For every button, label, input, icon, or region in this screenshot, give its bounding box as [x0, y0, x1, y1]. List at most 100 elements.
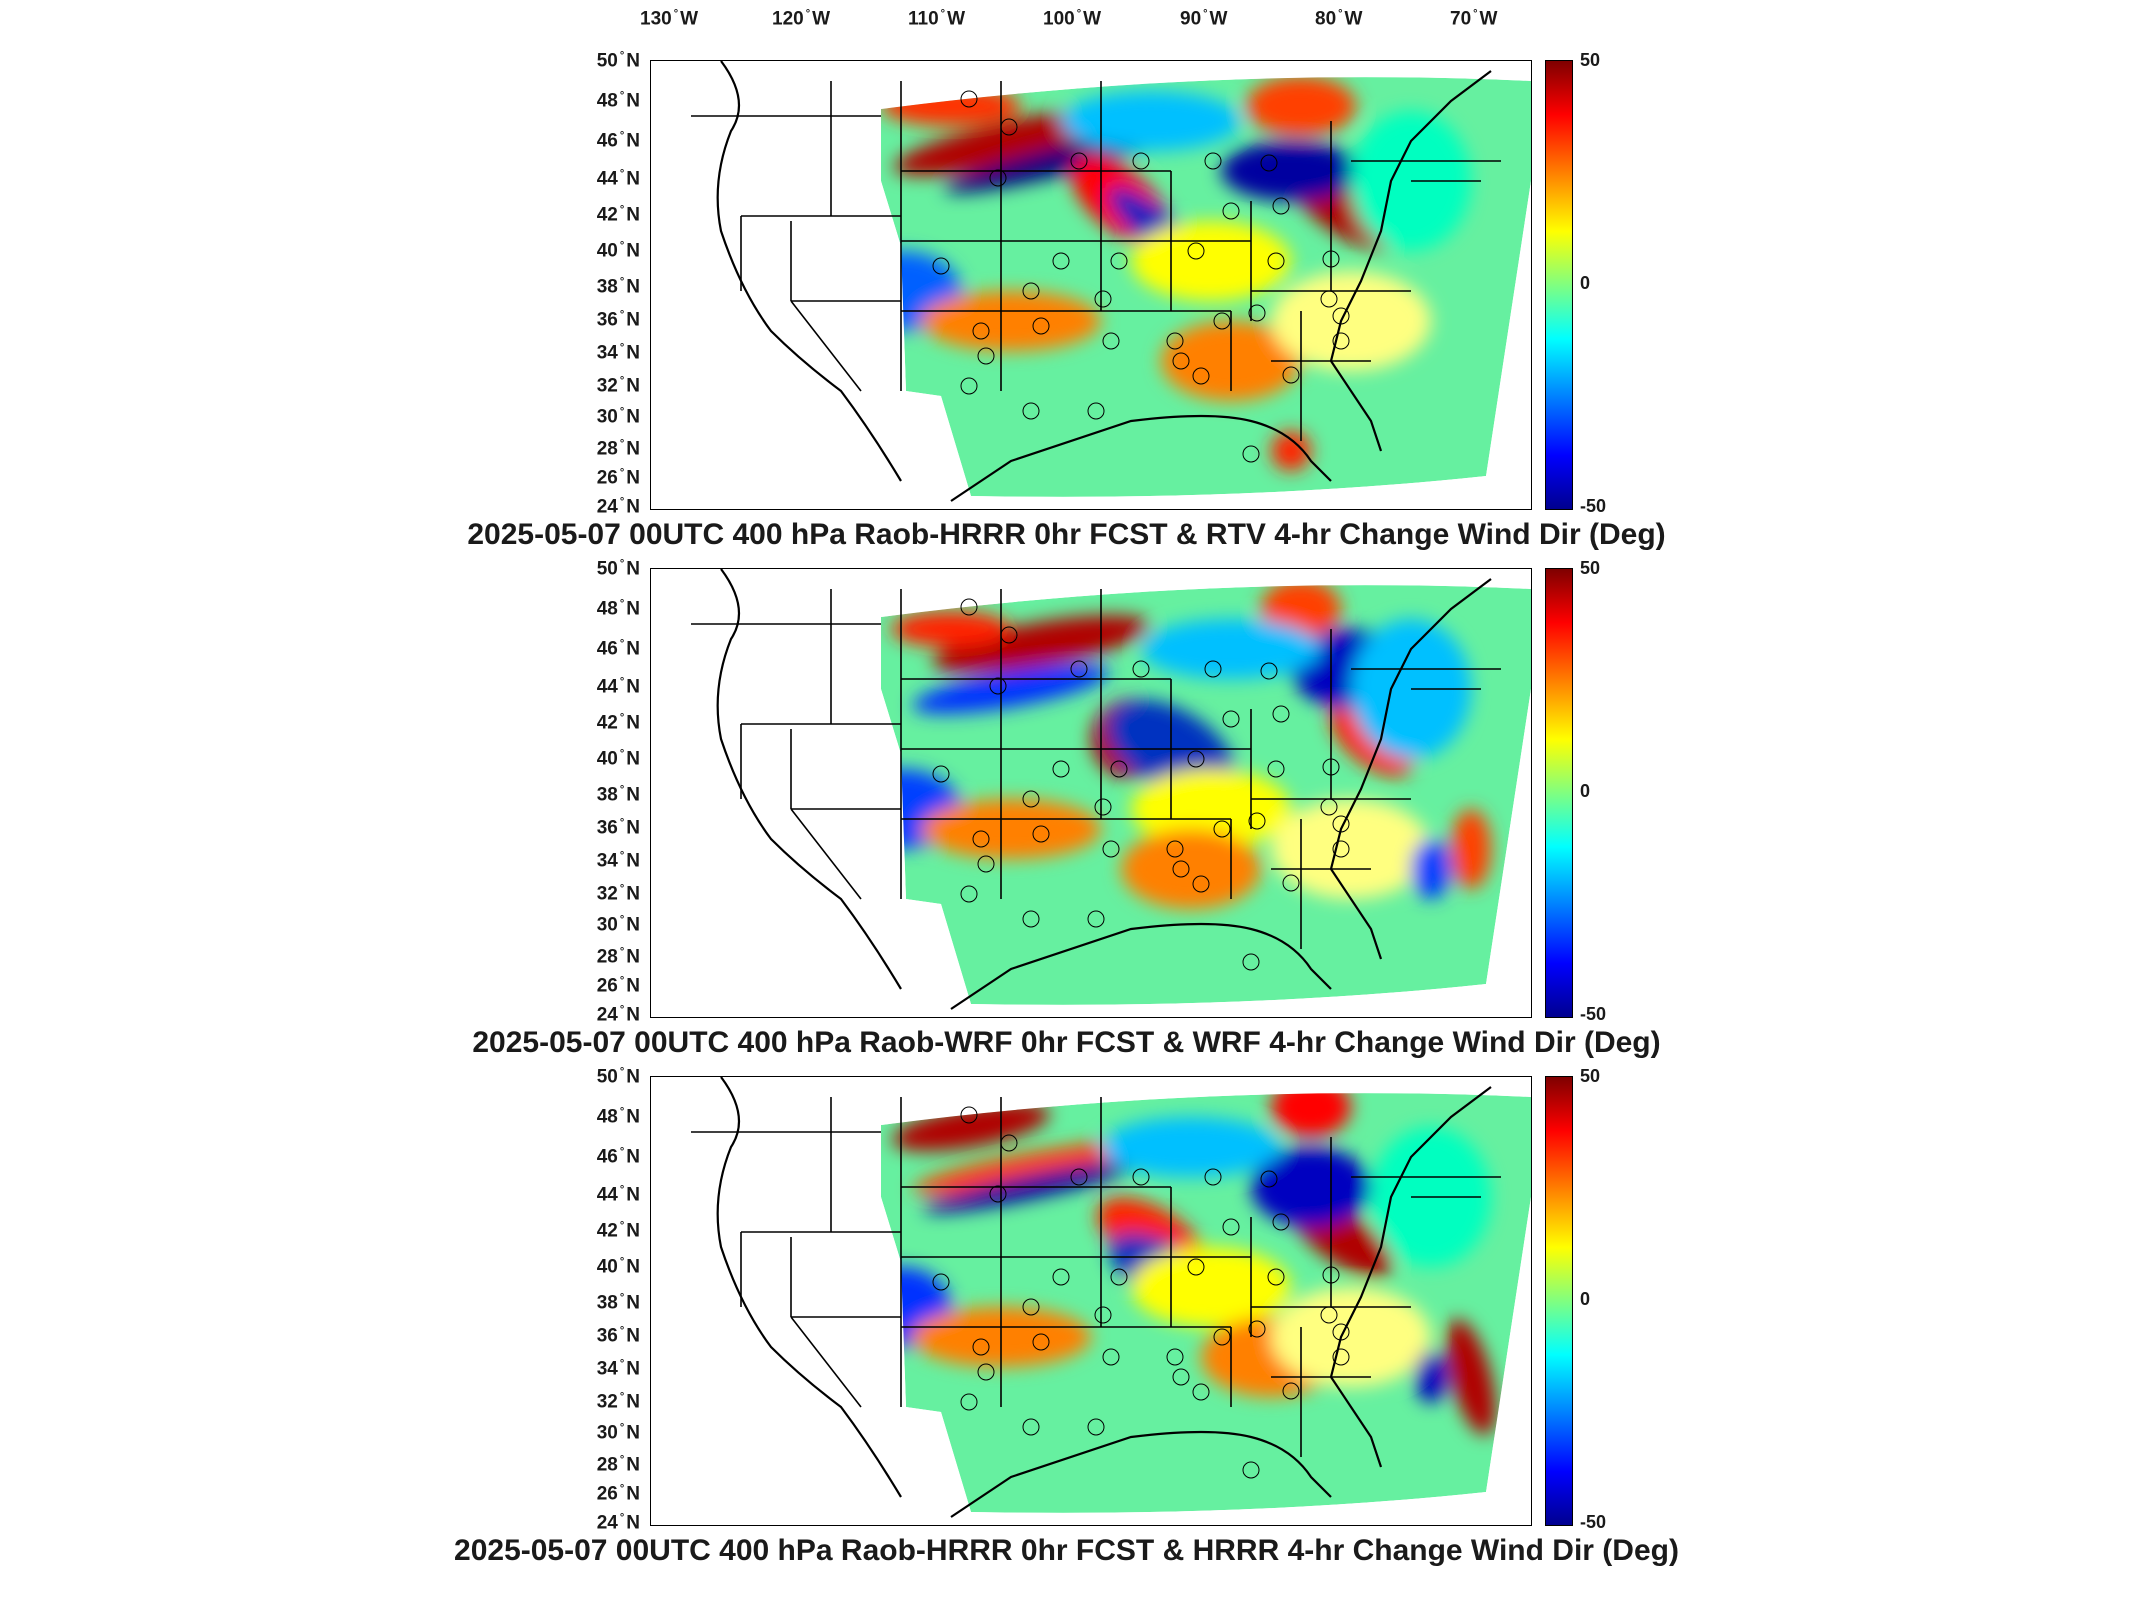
raob-station-marker [1102, 332, 1120, 350]
raob-station-marker [1213, 312, 1231, 330]
raob-station-marker [1204, 152, 1222, 170]
field-region [1246, 77, 1356, 136]
raob-station-marker [1320, 798, 1338, 816]
latitude-label: 28 ° N [596, 438, 640, 460]
raob-station-marker [972, 830, 990, 848]
panel-title: 2025-05-07 00UTC 400 hPa Raob-HRRR 0hr F… [467, 518, 1666, 551]
raob-station-marker [1192, 875, 1210, 893]
raob-station-marker [972, 322, 990, 340]
raob-station-marker [1110, 252, 1128, 270]
latitude-label: 48 ° N [596, 598, 640, 620]
raob-station-marker [1022, 1298, 1040, 1316]
raob-station-marker [1282, 366, 1300, 384]
colorbar-mid-label: 0 [1580, 781, 1591, 801]
raob-station-marker [1087, 1418, 1105, 1436]
field-region [1121, 829, 1261, 909]
raob-station-marker [1260, 662, 1278, 680]
raob-station-marker [1248, 1320, 1266, 1338]
raob-station-marker [960, 377, 978, 395]
raob-station-marker [1000, 1134, 1018, 1152]
map-canvas [691, 569, 1531, 1010]
raob-station-marker [1242, 1461, 1260, 1479]
field-region [1131, 1247, 1291, 1327]
field-region [1131, 221, 1291, 301]
field-region [891, 611, 1011, 647]
latitude-label: 48 ° N [596, 1106, 640, 1128]
raob-station-marker [960, 598, 978, 616]
raob-station-marker [1032, 317, 1050, 335]
raob-station-marker [989, 169, 1007, 187]
latitude-label: 26 ° N [596, 467, 640, 489]
wind-direction-map [650, 1076, 1532, 1526]
raob-station-marker [1022, 402, 1040, 420]
raob-station-marker [1222, 202, 1240, 220]
raob-station-marker [1070, 660, 1088, 678]
latitude-label: 30 ° N [596, 406, 640, 428]
raob-station-marker [932, 1273, 950, 1291]
raob-station-marker [1052, 252, 1070, 270]
raob-station-marker [1187, 1258, 1205, 1276]
raob-station-marker [1222, 1218, 1240, 1236]
raob-station-marker [977, 855, 995, 873]
state-border [790, 1316, 862, 1408]
raob-station-marker [960, 1393, 978, 1411]
state-borders [691, 81, 1501, 441]
field-region [1261, 585, 1341, 639]
longitude-label: 120 ° W [772, 8, 831, 30]
latitude-label: 40 ° N [596, 240, 640, 262]
latitude-label: 26 ° N [596, 975, 640, 997]
longitude-label: 130 ° W [640, 8, 699, 30]
latitude-label: 42 ° N [596, 1220, 640, 1242]
raob-station-marker [972, 1338, 990, 1356]
raob-station-marker [1000, 118, 1018, 136]
field-region [892, 1102, 1050, 1152]
state-borders [691, 589, 1501, 949]
raob-station-marker [1332, 1348, 1350, 1366]
map-canvas [691, 61, 1531, 502]
panel-title: 2025-05-07 00UTC 400 hPa Raob-WRF 0hr FC… [472, 1026, 1661, 1059]
map-panel-wrf: 50 0 -50 2025-05-07 00UTC 400 hPa Raob-W… [0, 558, 2133, 1068]
raob-station-marker [1172, 352, 1190, 370]
raob-stations [932, 1106, 1350, 1479]
field-region [1271, 1093, 1351, 1137]
latitude-label: 36 ° N [596, 1325, 640, 1347]
field-region [1446, 1318, 1496, 1436]
colorbar-min-label: -50 [1580, 1004, 1607, 1024]
raob-station-marker [1094, 1306, 1112, 1324]
raob-station-marker [1070, 1168, 1088, 1186]
raob-station-marker [1192, 367, 1210, 385]
raob-station-marker [932, 257, 950, 275]
field-region [921, 799, 1101, 859]
colorbar [1545, 60, 1573, 510]
latitude-label: 44 ° N [596, 676, 640, 698]
raob-station-marker [1260, 154, 1278, 172]
latitude-label: 36 ° N [596, 309, 640, 331]
raob-station-marker [1094, 290, 1112, 308]
raob-station-marker [1087, 910, 1105, 928]
raob-station-marker [1248, 304, 1266, 322]
latitude-label: 40 ° N [596, 1256, 640, 1278]
map-panel-hrrr: 50 0 -50 2025-05-07 00UTC 400 hPa Raob-H… [0, 1066, 2133, 1576]
raob-station-marker [1213, 1328, 1231, 1346]
colorbar-max-label: 50 [1580, 558, 1601, 578]
colorbar [1545, 1076, 1573, 1526]
latitude-label: 50 ° N [596, 50, 640, 72]
raob-station-marker [989, 677, 1007, 695]
raob-station-marker [1094, 798, 1112, 816]
latitude-label: 26 ° N [596, 1483, 640, 1505]
map-canvas [691, 1077, 1531, 1518]
raob-station-marker [1070, 152, 1088, 170]
field-region [1415, 1351, 1447, 1403]
colorbar-max-label: 50 [1580, 50, 1601, 70]
field-region [1271, 431, 1311, 471]
colorbar-min-label: -50 [1580, 1512, 1607, 1532]
field-region [1271, 799, 1431, 899]
raob-station-marker [1322, 250, 1340, 268]
field-region [1061, 91, 1241, 151]
raob-station-marker [1192, 1383, 1210, 1401]
raob-station-marker [1102, 1348, 1120, 1366]
raob-station-marker [1172, 860, 1190, 878]
raob-station-marker [1166, 1348, 1184, 1366]
latitude-label: 34 ° N [596, 342, 640, 364]
latitude-label: 40 ° N [596, 748, 640, 770]
